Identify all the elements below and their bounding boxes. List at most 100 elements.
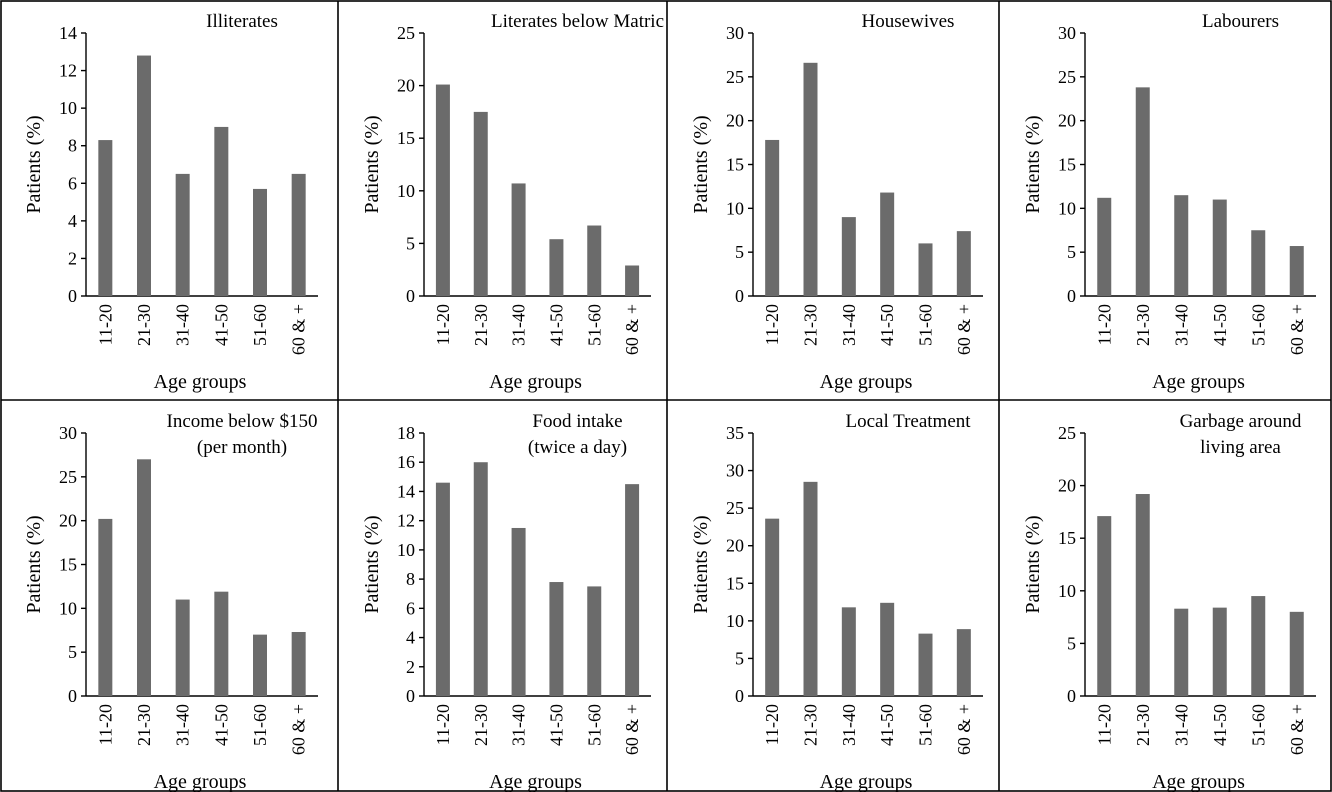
- y-tick-label: 30: [726, 461, 744, 481]
- x-tick-label: 60 & +: [289, 704, 309, 755]
- x-axis-label: Age groups: [154, 771, 247, 792]
- bar: [98, 140, 113, 296]
- y-tick-label: 30: [726, 23, 744, 43]
- x-tick-label: 11-20: [762, 704, 782, 745]
- y-tick-label: 0: [68, 686, 77, 706]
- bar: [253, 188, 267, 296]
- bar: [803, 481, 818, 696]
- bar: [1097, 197, 1112, 296]
- bar: [511, 527, 526, 696]
- x-tick-label: 31-40: [1171, 704, 1191, 746]
- y-axis-label: Patients (%): [690, 515, 712, 613]
- bar: [214, 126, 229, 296]
- chart-panel-8: 0 5 10 15 20 25 11-20 21-30 31-40 41-50 51-60 60 & …: [1022, 411, 1316, 792]
- bar: [175, 599, 190, 696]
- x-tick-label: 11-20: [1094, 304, 1114, 345]
- x-axis-label: Age groups: [489, 371, 582, 393]
- bar: [291, 173, 306, 296]
- y-tick-label: 4: [68, 211, 77, 231]
- x-tick-label: 51-60: [1248, 704, 1268, 746]
- x-axis-label: Age groups: [489, 771, 582, 792]
- y-tick-label: 10: [397, 181, 415, 201]
- y-tick-label: 5: [735, 648, 744, 668]
- y-tick-label: 14: [59, 23, 77, 43]
- x-tick-label: 41-50: [211, 704, 231, 746]
- y-axis-label: Patients (%): [23, 515, 45, 613]
- chart-panel-4: 0 5 10 15 20 25 30 11-20 21-30 31-40 41-50 51-60 60 …: [1022, 11, 1316, 393]
- x-tick-label: 11-20: [95, 304, 115, 345]
- y-tick-label: 20: [59, 511, 77, 531]
- x-tick-label: 21-30: [134, 704, 154, 746]
- y-tick-label: 10: [397, 540, 415, 560]
- bar: [1289, 246, 1304, 296]
- bar: [137, 459, 151, 696]
- bar: [435, 482, 450, 696]
- bar: [253, 634, 267, 696]
- x-tick-label: 60 & +: [622, 704, 642, 755]
- y-axis-label: Patients (%): [690, 115, 712, 213]
- y-tick-label: 0: [735, 286, 744, 306]
- x-tick-label: 21-30: [471, 304, 491, 346]
- bar: [1135, 87, 1150, 296]
- chart-title: Illiterates: [206, 11, 278, 32]
- chart-title: (twice a day): [528, 437, 627, 458]
- y-tick-label: 14: [397, 481, 415, 501]
- bar: [175, 173, 190, 296]
- x-tick-label: 41-50: [877, 304, 897, 346]
- y-tick-label: 25: [1058, 423, 1076, 443]
- bar: [803, 62, 818, 296]
- bar: [1212, 607, 1227, 696]
- x-tick-label: 41-50: [546, 304, 566, 346]
- bar: [765, 518, 780, 696]
- y-tick-label: 30: [59, 423, 77, 443]
- x-tick-label: 60 & +: [954, 304, 974, 355]
- y-tick-label: 10: [1058, 198, 1076, 218]
- panels: 0 2 4 6 8 10 12 14 11-20 21-30 31-40 41-50 51-60 60 &…: [23, 11, 1316, 792]
- y-tick-label: 0: [1067, 686, 1076, 706]
- y-tick-label: 10: [59, 598, 77, 618]
- bar: [765, 139, 780, 296]
- x-tick-label: 51-60: [916, 304, 936, 346]
- bar: [1289, 611, 1304, 696]
- x-tick-label: 51-60: [584, 704, 604, 746]
- y-tick-label: 10: [726, 611, 744, 631]
- x-tick-label: 21-30: [1133, 304, 1153, 346]
- chart-panel-5: 0 5 10 15 20 25 30 11-20 21-30 31-40 41-50 51-60 60 …: [23, 411, 318, 792]
- y-tick-label: 6: [406, 598, 415, 618]
- chart-title: Food intake: [532, 411, 622, 432]
- x-tick-label: 60 & +: [1287, 304, 1307, 355]
- bar: [587, 225, 602, 296]
- y-tick-label: 2: [406, 657, 415, 677]
- bar: [1135, 494, 1150, 696]
- x-tick-label: 11-20: [1094, 704, 1114, 745]
- x-axis-label: Age groups: [1152, 371, 1245, 393]
- bar: [1251, 596, 1266, 696]
- x-tick-label: 60 & +: [622, 304, 642, 355]
- x-axis-label: Age groups: [1152, 771, 1245, 792]
- y-tick-label: 5: [68, 642, 77, 662]
- y-tick-label: 20: [726, 111, 744, 131]
- bar: [1212, 199, 1227, 296]
- y-tick-label: 5: [735, 242, 744, 262]
- bar: [956, 629, 971, 696]
- x-axis-label: Age groups: [820, 771, 913, 792]
- x-tick-label: 31-40: [839, 704, 859, 746]
- bar: [473, 462, 488, 696]
- x-tick-label: 51-60: [250, 304, 270, 346]
- y-axis-label: Patients (%): [1022, 515, 1044, 613]
- y-tick-label: 8: [406, 569, 415, 589]
- chart-panel-3: 0 5 10 15 20 25 30 11-20 21-30 31-40 41-50 51-60 60 …: [690, 11, 983, 393]
- y-axis-label: Patients (%): [361, 115, 383, 213]
- bar: [1174, 195, 1189, 296]
- bar: [587, 586, 602, 696]
- y-axis-label: Patients (%): [1022, 115, 1044, 213]
- y-tick-label: 2: [68, 248, 77, 268]
- y-tick-label: 25: [397, 23, 415, 43]
- chart-panel-6: 0 2 4 6 8 10 12 14 16 18 11-20 21-30 31-40 41-50 51-60…: [361, 411, 651, 792]
- bar: [511, 183, 526, 296]
- x-tick-label: 51-60: [916, 704, 936, 746]
- chart-title: Income below $150: [167, 411, 318, 432]
- y-tick-label: 12: [397, 511, 415, 531]
